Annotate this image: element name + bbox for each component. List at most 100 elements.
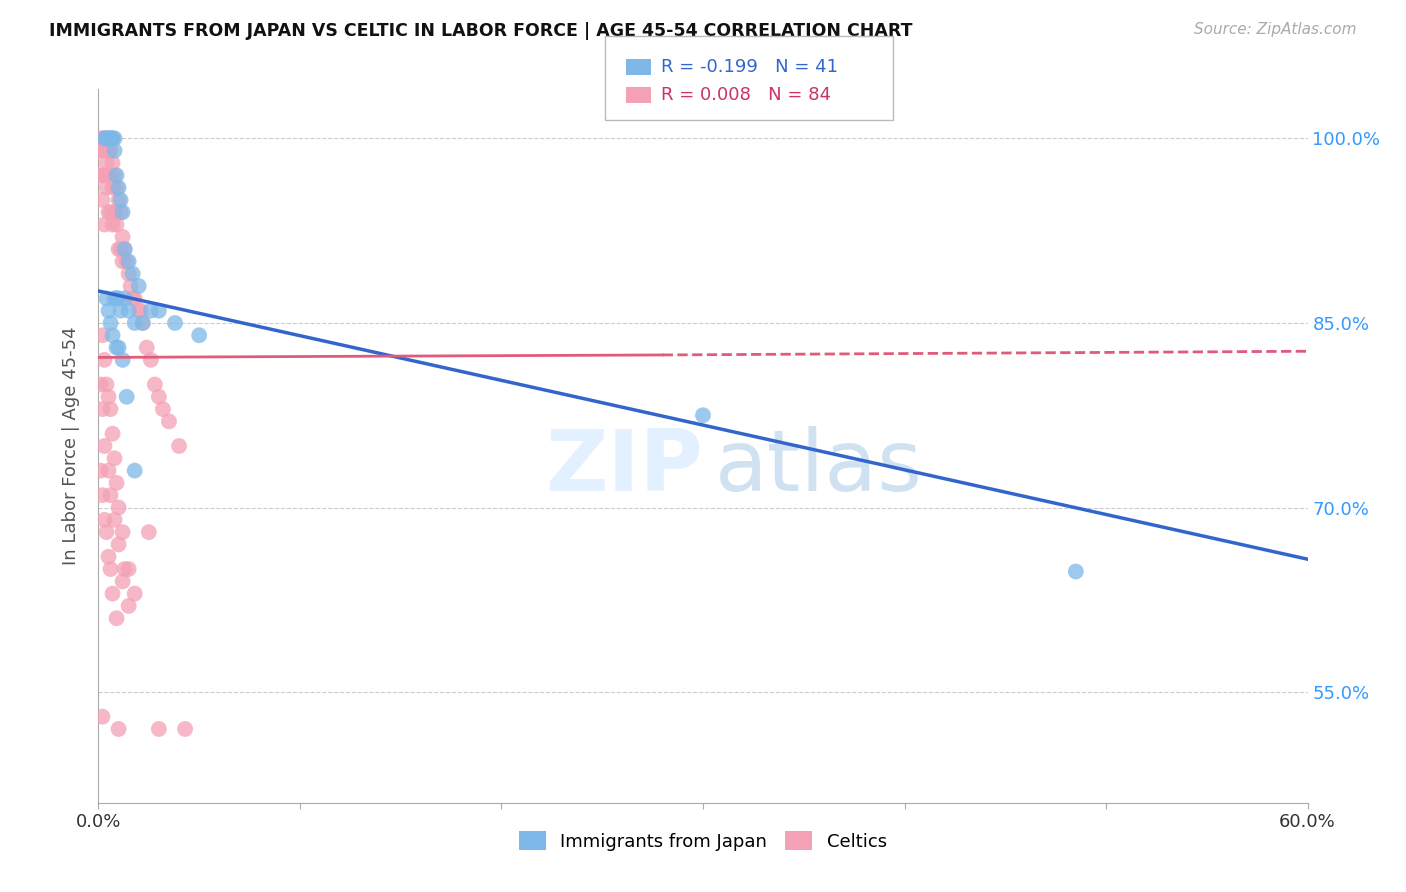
Point [105,218,128,232]
Point [97,131,120,145]
Point [163,316,186,330]
Point [91,402,114,417]
Point [93,144,115,158]
Point [118,254,141,268]
Point [97,549,120,564]
Text: ZIP: ZIP [546,425,703,509]
Text: IMMIGRANTS FROM JAPAN VS CELTIC IN LABOR FORCE | AGE 45-54 CORRELATION CHART: IMMIGRANTS FROM JAPAN VS CELTIC IN LABOR… [49,22,912,40]
Point [111,254,134,268]
Point [111,205,134,219]
Point [1064,565,1087,579]
Point [157,414,180,428]
Point [91,169,114,183]
Point [107,722,129,736]
Point [111,352,134,367]
Point [152,402,174,417]
Point [96,377,118,392]
Point [101,156,124,170]
Point [97,390,120,404]
Point [120,279,142,293]
Point [93,131,115,145]
Point [96,291,118,305]
Point [91,131,114,145]
Point [93,513,115,527]
Point [111,574,134,589]
Point [103,144,125,158]
Point [167,439,190,453]
Point [100,402,122,417]
Point [100,205,122,219]
Point [110,303,132,318]
Point [96,131,118,145]
Point [148,303,170,318]
Point [118,267,141,281]
Point [139,352,162,367]
Point [118,599,141,613]
Point [101,426,124,441]
Point [101,180,124,194]
Point [114,562,136,576]
Point [101,131,124,145]
Point [107,193,129,207]
Point [110,242,132,256]
Point [124,291,146,305]
Point [138,525,160,540]
Point [97,144,120,158]
Text: R = 0.008   N = 84: R = 0.008 N = 84 [661,87,831,104]
Point [93,169,115,183]
Point [115,254,138,268]
Point [103,169,125,183]
Point [89,169,111,183]
Point [128,279,150,293]
Point [91,328,114,343]
Point [100,562,122,576]
Point [101,587,124,601]
Point [105,169,128,183]
Point [148,722,170,736]
Point [101,328,124,343]
Point [96,131,118,145]
Point [107,341,129,355]
Point [96,525,118,540]
Text: atlas: atlas [716,425,924,509]
Point [111,230,134,244]
Point [89,377,111,392]
Point [107,242,129,256]
Point [135,341,157,355]
Point [91,488,114,502]
Point [124,464,146,478]
Point [91,709,114,723]
Point [101,218,124,232]
Point [93,439,115,453]
Point [107,291,129,305]
Point [188,328,211,343]
Point [121,267,143,281]
Point [118,562,141,576]
Point [115,390,138,404]
Point [132,316,155,330]
Point [103,205,125,219]
Point [111,525,134,540]
Point [129,303,152,318]
Point [143,377,166,392]
Point [101,131,124,145]
Point [100,169,122,183]
Point [114,242,136,256]
Point [124,316,146,330]
Point [93,352,115,367]
Point [93,218,115,232]
Point [103,131,125,145]
Point [100,131,122,145]
Point [105,341,128,355]
Point [692,409,714,423]
Point [91,144,114,158]
Point [91,193,114,207]
Point [107,500,129,515]
Point [124,587,146,601]
Point [97,205,120,219]
Text: Source: ZipAtlas.com: Source: ZipAtlas.com [1194,22,1357,37]
Point [105,611,128,625]
Point [100,316,122,330]
Point [132,316,155,330]
Point [105,475,128,490]
